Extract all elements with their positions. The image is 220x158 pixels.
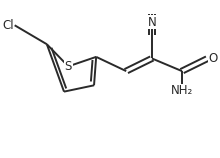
- Text: NH₂: NH₂: [171, 84, 193, 97]
- Text: N: N: [148, 16, 156, 29]
- Text: S: S: [65, 60, 72, 73]
- Text: O: O: [209, 52, 218, 65]
- Text: Cl: Cl: [2, 19, 14, 32]
